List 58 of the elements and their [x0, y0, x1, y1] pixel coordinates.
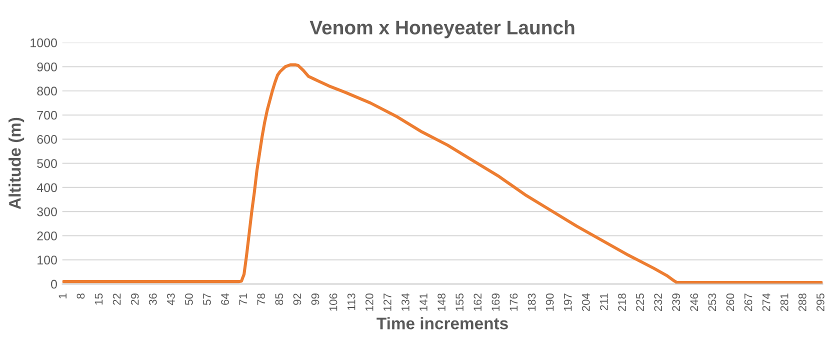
x-tick-label: 274	[762, 293, 770, 312]
x-tick-label: 148	[438, 294, 446, 311]
y-tick-label: 500	[37, 159, 57, 168]
y-tick-label: 0	[51, 280, 57, 289]
y-tick-label: 100	[38, 256, 57, 265]
line-series	[62, 63, 823, 284]
x-tick-label: 246	[690, 294, 698, 312]
x-tick-label: 85	[275, 293, 284, 305]
x-tick-label: 106	[329, 294, 338, 311]
y-tick-label: 600	[37, 134, 57, 144]
x-tick-label: 260	[726, 293, 734, 312]
x-tick-label: 295	[816, 293, 824, 312]
x-tick-label: 99	[311, 294, 320, 305]
x-tick-label: 232	[654, 294, 662, 312]
x-tick-label: 162	[474, 294, 482, 311]
x-tick-label: 36	[148, 294, 157, 305]
x-tick-label: 141	[420, 294, 428, 311]
x-tick-label: 183	[528, 294, 536, 311]
x-tick-label: 15	[94, 293, 103, 305]
x-tick-label: 127	[383, 294, 392, 311]
x-tick-label: 281	[780, 294, 788, 312]
y-tick-label: 300	[37, 207, 57, 216]
y-tick-label: 700	[37, 110, 57, 120]
x-tick-label: 134	[402, 293, 410, 311]
x-tick-label: 169	[492, 294, 500, 311]
y-axis-title: Altitude (m)	[8, 118, 24, 210]
x-tick-label: 225	[636, 293, 644, 312]
x-tick-label: 64	[221, 293, 229, 305]
x-tick-label: 1	[58, 294, 66, 298]
x-tick-label: 113	[347, 294, 356, 310]
y-tick-label: 900	[37, 62, 57, 72]
x-tick-label: 197	[564, 294, 572, 311]
x-tick-label: 57	[203, 294, 211, 305]
x-tick-label: 190	[546, 293, 554, 311]
x-tick-label: 267	[744, 294, 752, 312]
x-tick-label: 43	[166, 294, 175, 306]
x-axis-title: Time increments	[376, 317, 508, 330]
x-tick-label: 176	[510, 294, 518, 311]
x-tick-label: 71	[239, 294, 247, 305]
x-tick-label: 288	[798, 294, 806, 312]
x-tick-label: 218	[618, 294, 626, 312]
y-tick-label: 400	[36, 183, 57, 192]
y-tick-label: 1000	[30, 38, 57, 48]
x-tick-label: 22	[112, 294, 121, 305]
x-tick-label: 120	[365, 293, 374, 311]
chart-title: Venom x Honeyeater Launch	[310, 20, 574, 38]
x-tick-label: 50	[185, 293, 193, 305]
x-tick-label: 155	[456, 293, 464, 311]
x-tick-label: 211	[600, 294, 608, 310]
y-tick-label: 200	[37, 232, 57, 240]
x-tick-label: 29	[130, 294, 139, 305]
x-tick-label: 78	[257, 294, 266, 305]
x-tick-label: 253	[708, 294, 716, 312]
x-tick-label: 92	[293, 294, 302, 305]
x-tick-label: 239	[672, 294, 680, 312]
x-tick-label: 8	[76, 294, 85, 299]
y-tick-label: 800	[37, 86, 57, 96]
x-tick-label: 204	[582, 293, 590, 312]
